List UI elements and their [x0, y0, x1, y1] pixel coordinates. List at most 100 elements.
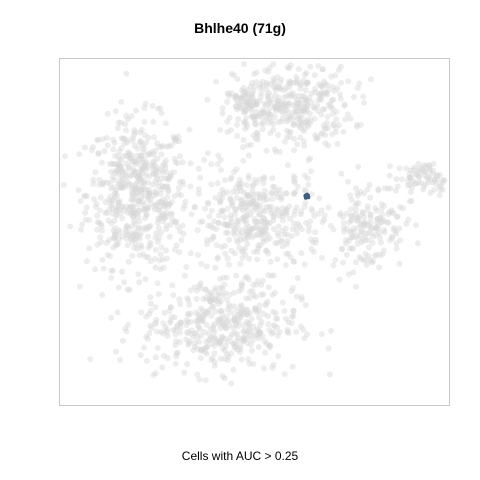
cell-point — [171, 314, 178, 321]
cell-point — [220, 292, 227, 299]
cell-point — [274, 194, 281, 201]
cell-point — [117, 166, 124, 173]
cell-point — [207, 222, 214, 229]
cell-point — [231, 169, 237, 175]
cell-point — [338, 170, 345, 177]
cell-point — [157, 198, 164, 205]
cell-point — [374, 215, 381, 222]
cell-point — [211, 296, 218, 303]
cell-point — [123, 160, 130, 167]
cell-point — [257, 224, 264, 231]
cell-point — [115, 227, 122, 234]
cell-point — [387, 185, 394, 192]
cell-point — [301, 109, 308, 116]
cell-point — [208, 161, 215, 168]
cell-point — [211, 328, 218, 335]
cell-point — [132, 192, 139, 199]
cell-point — [287, 116, 294, 123]
cell-point — [304, 102, 311, 109]
cell-point — [236, 104, 243, 111]
cell-point — [231, 231, 238, 238]
cell-point — [360, 210, 367, 217]
cell-point — [355, 217, 362, 224]
cell-point — [138, 244, 145, 251]
cell-point — [103, 239, 110, 246]
cell-point — [237, 314, 244, 321]
cell-point — [376, 229, 383, 236]
cell-point — [237, 349, 244, 356]
cell-point — [336, 211, 343, 218]
cell-point — [331, 87, 338, 94]
cell-point — [143, 139, 149, 146]
cell-point — [312, 229, 319, 236]
cell-point — [134, 179, 141, 185]
cell-point — [301, 93, 308, 100]
cell-point — [304, 175, 311, 182]
cell-point — [327, 371, 333, 378]
cell-point — [266, 115, 273, 122]
cell-point — [361, 190, 368, 197]
cell-point — [173, 350, 180, 357]
cell-point — [141, 104, 148, 111]
cell-point — [283, 127, 290, 134]
cell-point — [110, 197, 117, 204]
cell-point — [306, 223, 313, 230]
cell-point — [262, 67, 269, 74]
cell-point — [125, 163, 132, 170]
cell-point — [171, 169, 177, 176]
cell-point — [367, 257, 374, 264]
cell-point — [215, 291, 221, 298]
cell-point — [368, 259, 375, 266]
cell-point — [208, 334, 215, 341]
cell-point — [343, 240, 350, 247]
cell-point — [132, 231, 139, 238]
cell-point — [429, 170, 436, 177]
cell-point — [233, 166, 240, 173]
cell-point — [243, 102, 250, 109]
cell-point — [142, 186, 149, 193]
cell-point — [86, 245, 93, 252]
cell-point — [255, 245, 261, 252]
cell-point — [219, 310, 225, 317]
cell-point — [131, 186, 138, 193]
cell-point — [243, 295, 250, 302]
cell-point — [230, 317, 237, 324]
cell-point — [247, 141, 254, 148]
cell-point — [245, 276, 252, 283]
cell-point — [249, 113, 256, 120]
cell-point — [104, 110, 111, 117]
cell-point — [131, 157, 138, 164]
cell-point — [81, 193, 87, 200]
cell-point — [295, 66, 302, 73]
cell-point — [240, 136, 247, 143]
cell-point — [243, 230, 250, 237]
cell-point — [257, 242, 264, 248]
cell-point — [293, 80, 300, 87]
cell-point — [214, 255, 221, 262]
cell-point — [157, 105, 164, 112]
cell-point — [316, 195, 323, 202]
cell-point — [241, 327, 248, 334]
cell-point — [262, 226, 269, 233]
cell-point — [123, 235, 130, 242]
cell-point — [232, 321, 239, 328]
cell-point — [295, 92, 302, 99]
cell-point — [126, 165, 133, 171]
cell-point — [168, 142, 175, 148]
cell-point — [417, 170, 424, 176]
cell-point — [222, 289, 229, 296]
cell-point — [191, 343, 198, 350]
cell-point — [167, 221, 174, 228]
cell-point — [270, 213, 277, 220]
cell-point — [253, 129, 260, 136]
cell-point — [240, 334, 247, 341]
cell-point — [133, 184, 140, 191]
cell-point — [319, 254, 325, 261]
cell-point — [328, 97, 335, 104]
cell-point — [97, 234, 104, 241]
cell-point — [207, 289, 214, 296]
cell-point — [220, 190, 227, 197]
cell-point — [339, 246, 346, 253]
cell-point — [169, 216, 176, 223]
cell-point — [125, 231, 132, 238]
